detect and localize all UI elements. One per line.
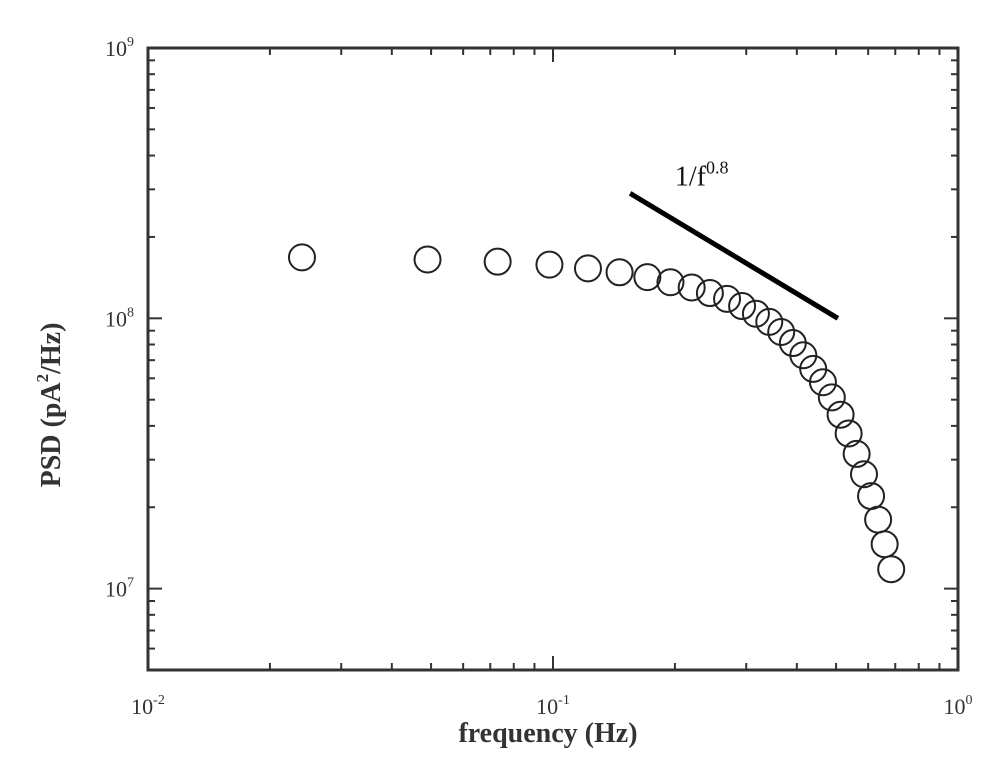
x-tick-label: 100	[944, 693, 973, 719]
reference-slope-line	[628, 191, 840, 321]
data-point	[677, 273, 706, 302]
x-tick-label-exp: -2	[153, 693, 165, 708]
y-axis-label-unit: /Hz)	[36, 323, 67, 375]
reference-line-group: 1/f0.8	[628, 157, 840, 321]
data-point	[483, 247, 512, 276]
data-point	[842, 439, 871, 468]
data-point	[695, 279, 724, 308]
x-axis-label: frequency (Hz)	[458, 718, 637, 749]
data-point	[877, 555, 906, 584]
y-tick-label-exp: 9	[127, 35, 134, 50]
y-axis-label-main: PSD (pA	[36, 382, 67, 488]
y-tick-label-base: 10	[105, 577, 127, 602]
axis-ticks	[147, 48, 958, 671]
x-tick-label-exp: -1	[558, 693, 570, 708]
data-point	[817, 383, 846, 412]
x-tick-label-base: 10	[944, 694, 966, 719]
data-point	[741, 299, 770, 328]
data-point	[808, 368, 837, 397]
x-tick-label: 10-2	[131, 693, 165, 719]
data-point	[656, 268, 685, 297]
y-tick-label-base: 10	[105, 36, 127, 61]
data-point	[573, 254, 602, 283]
x-tick-label-base: 10	[536, 694, 558, 719]
data-series	[287, 243, 906, 584]
data-point	[728, 292, 757, 321]
reference-line-label-exp: 0.8	[706, 157, 729, 177]
plot-area	[146, 46, 960, 672]
data-point	[535, 250, 564, 279]
y-tick-label: 107	[105, 576, 134, 602]
reference-line-label-base: 1/f	[675, 161, 707, 192]
data-point	[605, 258, 634, 287]
y-tick-label: 108	[105, 305, 134, 331]
y-tick-label-base: 10	[105, 306, 127, 331]
y-axis-label-sup: 2	[33, 374, 52, 383]
plot-frame	[146, 46, 960, 672]
x-tick-label: 10-1	[536, 693, 570, 719]
data-point	[857, 482, 886, 511]
y-tick-label-exp: 7	[127, 576, 134, 591]
data-point	[870, 530, 899, 559]
x-tick-label-exp: 0	[966, 693, 973, 708]
data-point	[767, 317, 796, 346]
y-axis-label: PSD (pA2/Hz)	[33, 323, 67, 488]
data-point	[849, 460, 878, 489]
x-tick-label-base: 10	[131, 694, 153, 719]
y-tick-label: 109	[105, 35, 134, 61]
data-point	[713, 284, 742, 313]
data-point	[413, 245, 442, 274]
data-point	[287, 243, 316, 272]
y-tick-label-exp: 8	[127, 305, 134, 320]
data-point	[834, 419, 863, 448]
data-point	[633, 263, 662, 292]
reference-line-label: 1/f0.8	[675, 157, 729, 192]
data-point	[826, 400, 855, 429]
data-point	[864, 505, 893, 534]
